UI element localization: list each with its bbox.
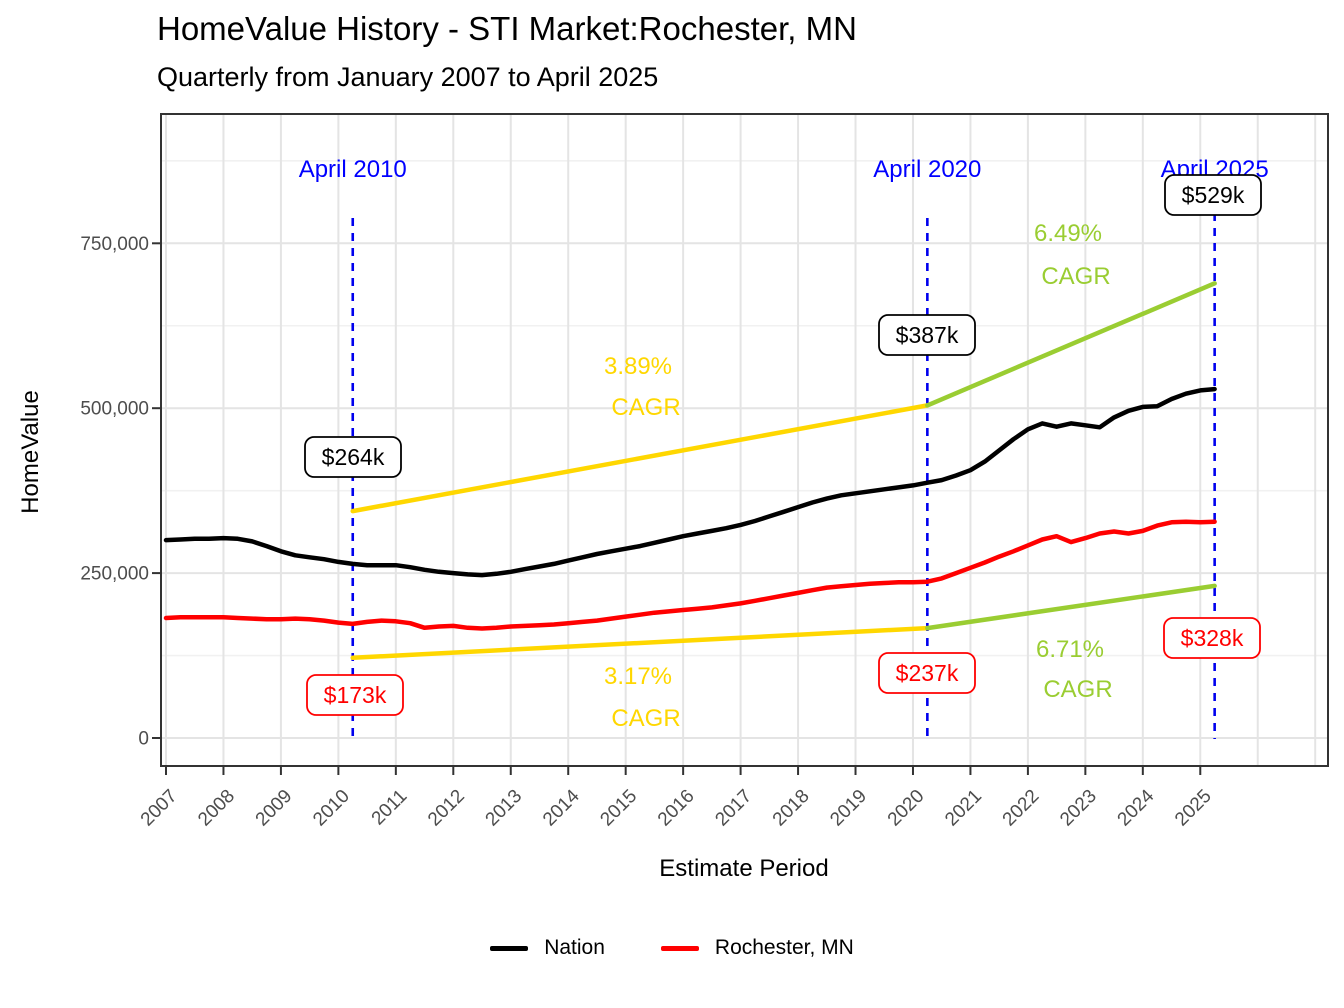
value-box-rochester-2010: $173k [306,674,404,716]
cagr-word: CAGR [1041,263,1110,290]
x-tick-label: 2018 [769,786,814,831]
rochester-line-swatch [660,945,699,951]
y-tick-label: 500,000 [80,399,149,420]
x-tick-label: 2010 [309,786,354,831]
cagr-label-nation-first: 3.89% CAGR [604,353,681,421]
x-tick-label: 2017 [711,786,756,831]
panel-border [160,113,1329,767]
svg-text:$173k: $173k [324,682,387,708]
y-tick-label: 750,000 [80,234,149,255]
x-tick-label: 2007 [137,786,182,831]
cagr-trend-line [350,403,930,514]
svg-text:$264k: $264k [322,444,385,470]
svg-text:$529k: $529k [1182,182,1245,208]
x-tick-label: 2021 [941,786,986,831]
cagr-pct: 6.71% [1036,636,1104,663]
legend: Nation Rochester, MN [0,936,1344,960]
cagr-label-rochester-first: 3.17% CAGR [604,663,681,732]
cagr-word: CAGR [611,705,680,732]
value-box-rochester-2025: $328k [1163,617,1261,659]
x-tick-label: 2009 [252,786,297,831]
cagr-label-rochester-second: 6.71% CAGR [1036,636,1113,703]
x-tick-label: 2011 [368,786,412,830]
x-tick-label: 2008 [194,786,239,831]
cagr-word: CAGR [1043,676,1112,703]
chart-title: HomeValue History - STI Market:Rochester… [157,10,857,47]
y-tick-label: 250,000 [80,564,149,585]
cagr-trend-line [350,625,930,661]
cagr-label-nation-second: 6.49% CAGR [1034,220,1111,290]
series-line-nation [163,386,1217,578]
y-axis-title: HomeValue [17,390,44,514]
chart-subtitle: Quarterly from January 2007 to April 202… [157,62,659,92]
svg-text:$387k: $387k [896,322,959,348]
cagr-pct: 6.49% [1034,220,1102,247]
x-axis-tick-labels: 2007 2008 2009 2010 2011 2012 2013 2014 2015 2016… [137,785,1216,830]
cagr-pct: 3.17% [604,663,672,690]
cagr-labels: 3.89% CAGR 6.49% CAGR 3.17% CAGR 6.71% C… [604,220,1113,732]
cagr-trend-line [925,583,1217,631]
x-tick-label: 2016 [654,786,699,831]
x-tick-label: 2015 [596,786,641,831]
svg-text:$328k: $328k [1181,625,1244,651]
series-line-rochester-mn [163,519,1217,631]
x-tick-label: 2012 [424,786,469,831]
cagr-trend-lines [350,281,1217,661]
legend-item-rochester: Rochester, MN [660,936,854,960]
y-axis-ticks [152,242,161,739]
x-tick-label: 2013 [482,786,527,831]
value-box-rochester-2020: $237k [878,652,976,694]
y-tick-label: 0 [138,729,149,750]
nation-line-swatch [490,945,529,951]
x-tick-label: 2019 [826,786,871,831]
x-tick-label: 2024 [1114,785,1159,830]
legend-label: Rochester, MN [714,936,854,959]
x-axis-title: Estimate Period [659,855,828,882]
cagr-word: CAGR [611,394,680,421]
value-box-nation-2010: $264k [304,436,402,478]
legend-label: Nation [544,936,605,959]
y-axis-tick-labels: 0 250,000 500,000 750,000 [80,234,149,750]
x-tick-label: 2020 [884,786,929,831]
data-series-lines [163,386,1217,631]
cagr-pct: 3.89% [604,353,672,380]
x-tick-label: 2025 [1171,786,1216,831]
x-axis-ticks [165,766,1202,775]
x-tick-label: 2014 [539,785,584,830]
value-box-nation-2025: $529k [1164,174,1262,216]
x-tick-label: 2022 [999,786,1044,831]
cagr-trend-line [925,281,1217,408]
milestone-label-april-2010: April 2010 [299,156,407,183]
svg-text:$237k: $237k [896,660,959,686]
legend-item-nation: Nation [490,936,605,960]
value-box-nation-2020: $387k [878,314,976,356]
x-tick-label: 2023 [1056,786,1101,831]
milestone-label-april-2020: April 2020 [873,156,981,183]
milestone-value-boxes: $264k $387k $529k $173k $237k $328k [304,174,1262,716]
